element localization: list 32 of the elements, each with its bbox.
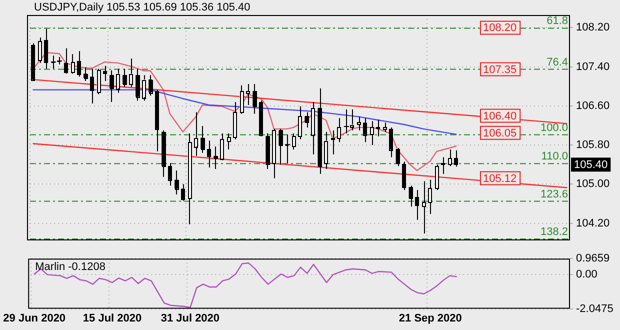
y-tick-label: 106.60 xyxy=(576,100,610,112)
annotation: 138.2 xyxy=(540,226,568,238)
y-tick-label: 108.20 xyxy=(576,22,610,34)
y-tick-label: 0.9659 xyxy=(576,252,610,265)
candlestick xyxy=(441,156,445,174)
x-tick-label: 31 Jul 2020 xyxy=(160,312,220,324)
y-tick-label: -2.0475 xyxy=(576,302,614,315)
candlestick xyxy=(376,119,380,137)
annotation: 61.8 xyxy=(546,15,568,28)
annotation: 108.20 xyxy=(482,22,517,34)
x-tick-label: 21 Sep 2020 xyxy=(398,312,462,324)
annotation: 105.40 xyxy=(574,159,608,172)
annotation: 106.05 xyxy=(482,127,517,140)
annotation: 123.6 xyxy=(540,188,568,200)
y-tick-label: 0.00 xyxy=(576,268,598,281)
y-tick-label: 105.80 xyxy=(576,139,610,152)
x-tick-label: 15 Jul 2020 xyxy=(82,312,142,324)
y-tick-label: 107.40 xyxy=(576,60,610,73)
y-tick-label: 105.00 xyxy=(576,178,610,190)
annotation: 110.0 xyxy=(541,150,568,163)
chart-title: Marlin -0.1208 xyxy=(35,261,106,274)
y-tick-label: 104.20 xyxy=(576,217,610,230)
chart-title: USDJPY,Daily 105.53 105.69 105.36 105.40 xyxy=(34,2,250,14)
annotation: 100.0 xyxy=(540,122,568,134)
candlestick xyxy=(233,102,237,140)
annotation: 105.12 xyxy=(482,172,517,185)
annotation: 107.35 xyxy=(482,64,517,76)
annotation: 76.4 xyxy=(546,56,568,68)
candlestick xyxy=(454,150,458,168)
candlestick xyxy=(103,65,107,82)
x-tick-label: 29 Jun 2020 xyxy=(3,312,66,324)
annotation: 106.40 xyxy=(482,110,517,122)
